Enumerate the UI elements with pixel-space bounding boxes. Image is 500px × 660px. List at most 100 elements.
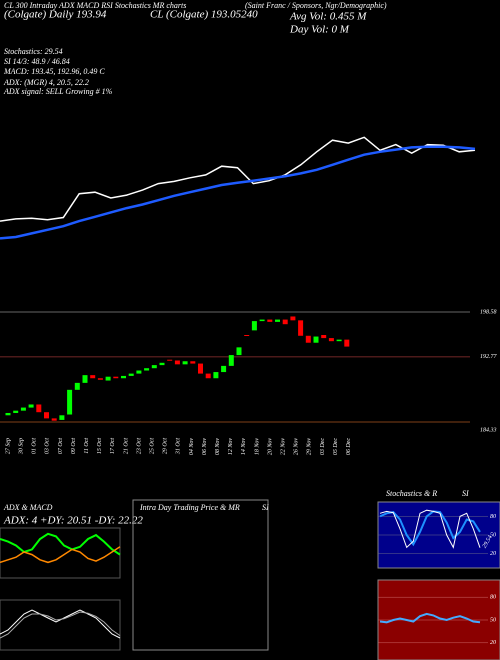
price-line [0,136,476,222]
candle [290,316,296,321]
candle [267,319,273,322]
level-label: 198.58 [480,309,497,315]
candle [36,404,42,413]
candle [344,339,350,347]
date-label: 29 Oct [163,438,169,454]
panel-title: SI [262,503,269,512]
level-label: 192.77 [480,354,498,360]
stat: ADX signal: SELL Growing # 1% [3,87,113,96]
macd-line [0,609,121,639]
panel-title: Intra Day Trading Price & MR [139,503,240,512]
plus-di [0,532,121,556]
candle [82,375,88,383]
candle [244,335,250,337]
rsi-line [379,612,481,624]
tick-label: 50 [490,617,496,623]
day-vol: Day Vol: 0 M [289,24,350,36]
candle [105,376,111,381]
header-mid: CL (Colgate) 193.05240 [150,9,258,21]
date-label: 29 Nov [307,438,313,456]
stoch-k [379,509,481,549]
date-label: 30 Sep [18,438,24,455]
avg-vol: Avg Vol: 0.455 M [289,11,367,23]
level-label: 184.33 [480,426,497,433]
intraday-box [132,499,269,651]
tick-label: 50 [490,532,496,538]
candle [151,365,157,369]
panel-title: SI [462,489,469,498]
header-left: CL 300 Intraday ADX MACD RSI Stochastics… [4,1,186,10]
candle [113,376,119,379]
candle [328,338,334,342]
date-label: 15 Oct [97,438,103,454]
date-label: 17 Oct [110,438,116,454]
candle [305,335,311,343]
date-label: 20 Nov [267,438,273,456]
candle [182,361,188,365]
date-label: 09 Oct [71,438,77,454]
candle [174,360,180,365]
date-label: 21 Oct [123,438,129,454]
candle [159,362,165,366]
candle [51,418,57,421]
stat: Stochastics: 29.54 [4,47,63,56]
candle [136,370,142,374]
date-label: 26 Nov [294,438,300,456]
date-label: 07 Oct [58,438,64,454]
date-label: 11 Oct [84,438,90,454]
adx-box [0,527,121,579]
candle [97,378,103,380]
minus-di [0,546,121,564]
stoch-d [379,510,481,547]
candle [298,320,304,336]
candle [282,319,288,325]
candle [90,375,96,379]
date-label: 27 Sep [5,438,11,454]
stat: MACD: 193.45, 192.96, 0.49 C [3,67,105,76]
stat: ADX: (MGR) 4, 20.5, 22.2 [3,78,89,87]
candle [20,407,26,411]
date-label: 05 Dec [333,438,339,455]
candle [67,389,73,415]
date-label: 25 Oct [149,438,155,454]
header-right: (Saint Franc / Sponsors, Ngr/Demographic… [245,1,387,10]
date-label: 12 Nov [228,438,234,456]
signal-line [0,611,121,639]
header-left: (Colgate) Daily 193.94 [4,9,107,21]
candle [313,336,319,343]
candle [144,368,150,371]
tick-label: 20 [490,640,496,646]
candle [251,321,257,331]
candle [128,373,134,376]
adx-readout: ADX: 4 +DY: 20.51 -DY: 22.22 [3,515,143,527]
date-label: 06 Dec [346,438,352,455]
candle [28,404,34,408]
date-label: 01 Oct [32,438,38,454]
tick-label: 80 [490,514,496,520]
candle [198,363,203,374]
candle [221,365,227,373]
ma-line [0,145,476,240]
tick-label: 80 [490,595,496,601]
date-label: 06 Nov [202,438,208,456]
date-label: 03 Dec [320,438,326,455]
date-label: 18 Nov [254,438,260,456]
date-label: 14 Nov [240,438,247,456]
panel-title: Stochastics & R [386,489,437,498]
candle [190,361,196,364]
candle [336,339,342,342]
candle [259,319,265,322]
date-label: 23 Oct [136,438,142,454]
candle [44,412,49,419]
date-label: 08 Nov [215,438,221,456]
stat: SI 14/3: 48.9 / 46.84 [4,57,70,66]
candle [74,382,80,390]
date-label: 31 Oct [176,438,182,455]
candle [59,415,65,420]
tick-label: 20 [490,551,496,557]
date-label: 03 Oct [45,438,51,454]
candle [236,347,242,356]
macd-box [0,599,121,651]
panel-title: ADX & MACD [3,503,53,512]
